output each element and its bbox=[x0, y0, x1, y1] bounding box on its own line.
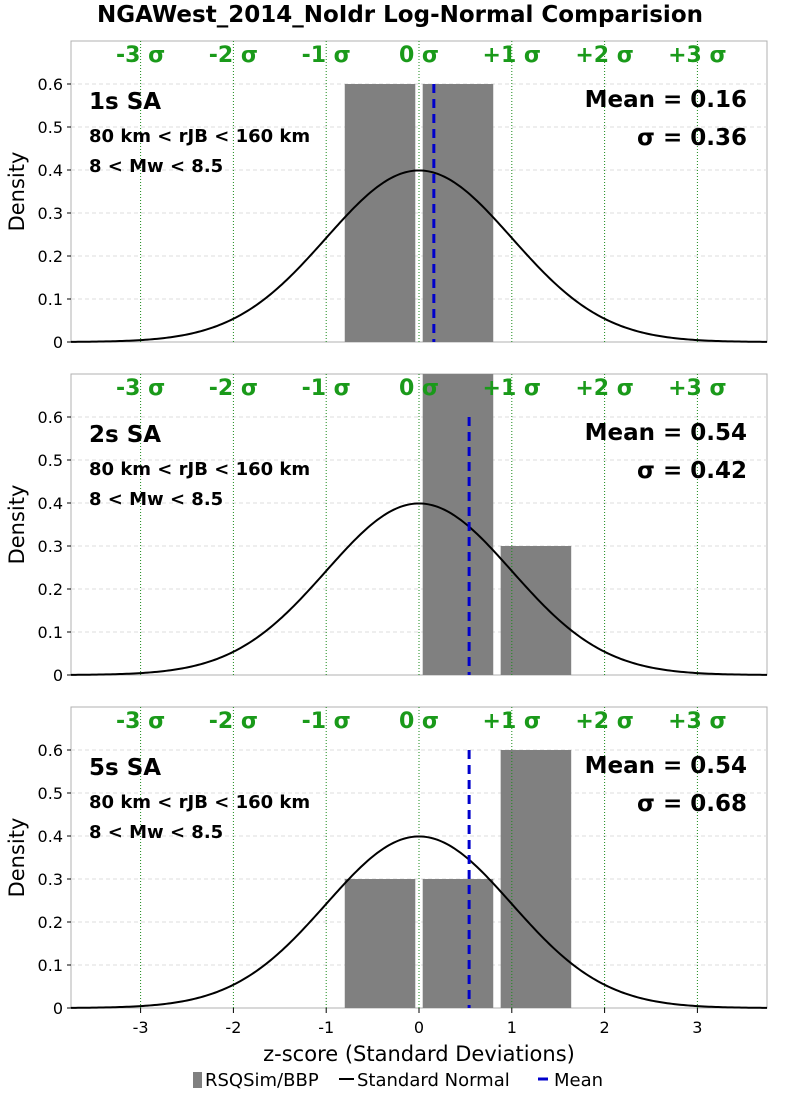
sigma-label: +2 σ bbox=[575, 376, 634, 401]
sigma-label: -1 σ bbox=[302, 376, 351, 401]
y-tick-label: 0.6 bbox=[38, 741, 63, 760]
y-tick-label: 0 bbox=[53, 333, 63, 352]
magnitude-label: 8 < Mw < 8.5 bbox=[89, 489, 223, 510]
sigma-label: -3 σ bbox=[116, 709, 165, 734]
sigma-label: 0 σ bbox=[399, 709, 439, 734]
y-tick-label: 0.1 bbox=[38, 956, 63, 975]
histogram-bar bbox=[344, 84, 416, 342]
y-axis-label: Density bbox=[5, 485, 29, 565]
y-axis-label: Density bbox=[5, 152, 29, 232]
y-tick-label: 0.5 bbox=[38, 118, 63, 137]
y-tick-label: 0.1 bbox=[38, 290, 63, 309]
sigma-label: -1 σ bbox=[302, 709, 351, 734]
panels: 0 0.1 0.2 0.3 0.4 0.5 0.6 Density -3 σ -2 σ -1 σ 0 … bbox=[5, 40, 768, 1018]
magnitude-label: 8 < Mw < 8.5 bbox=[89, 156, 223, 177]
sigma-label: -1 σ bbox=[302, 43, 351, 68]
sigma-label: 0 σ bbox=[399, 376, 439, 401]
sigma-value-label: σ = 0.42 bbox=[637, 458, 747, 484]
magnitude-label: 8 < Mw < 8.5 bbox=[89, 822, 223, 843]
sigma-label: -3 σ bbox=[116, 376, 165, 401]
sigma-value-label: σ = 0.36 bbox=[637, 125, 747, 151]
legend-label-bars: RSQSim/BBP bbox=[205, 1070, 319, 1091]
period-label: 2s SA bbox=[89, 422, 161, 448]
y-tick-label: 0.3 bbox=[38, 204, 63, 223]
y-tick-label: 0 bbox=[53, 999, 63, 1018]
y-tick-label: 0.5 bbox=[38, 451, 63, 470]
chart-title: NGAWest_2014_NoIdr Log-Normal Comparisio… bbox=[97, 2, 703, 28]
y-tick-label: 0.3 bbox=[38, 870, 63, 889]
sigma-label: -2 σ bbox=[209, 43, 258, 68]
y-tick-label: 0.4 bbox=[38, 827, 63, 846]
distance-label: 80 km < rJB < 160 km bbox=[89, 459, 310, 480]
y-axis-label: Density bbox=[5, 818, 29, 898]
x-tick-label: -3 bbox=[133, 1018, 149, 1037]
legend: RSQSim/BBP Standard Normal Mean bbox=[193, 1070, 603, 1091]
x-axis: -3 -2 -1 0 1 2 3 bbox=[133, 1008, 702, 1037]
legend-label-normal: Standard Normal bbox=[357, 1070, 510, 1091]
sigma-label: +3 σ bbox=[668, 43, 727, 68]
histogram-bar bbox=[344, 879, 416, 1008]
histogram-bar bbox=[422, 879, 494, 1008]
y-tick-label: 0.6 bbox=[38, 408, 63, 427]
mean-label: Mean = 0.54 bbox=[585, 420, 747, 446]
sigma-label: -2 σ bbox=[209, 376, 258, 401]
x-tick-label: -2 bbox=[225, 1018, 241, 1037]
sigma-label: -2 σ bbox=[209, 709, 258, 734]
y-tick-label: 0.5 bbox=[38, 784, 63, 803]
x-axis-label: z-score (Standard Deviations) bbox=[263, 1042, 575, 1066]
sigma-label: 0 σ bbox=[399, 43, 439, 68]
y-tick-label: 0 bbox=[53, 666, 63, 685]
mean-label: Mean = 0.16 bbox=[585, 87, 747, 113]
sigma-label: +1 σ bbox=[483, 376, 542, 401]
x-tick-label: 2 bbox=[600, 1018, 610, 1037]
x-tick-label: 0 bbox=[414, 1018, 424, 1037]
x-tick-label: 3 bbox=[692, 1018, 702, 1037]
y-tick-label: 0.1 bbox=[38, 623, 63, 642]
sigma-label: +2 σ bbox=[575, 43, 634, 68]
sigma-label: -3 σ bbox=[116, 43, 165, 68]
x-tick-label: -1 bbox=[318, 1018, 334, 1037]
y-tick-label: 0.2 bbox=[38, 913, 63, 932]
legend-label-mean: Mean bbox=[554, 1070, 603, 1091]
sigma-label: +1 σ bbox=[483, 709, 542, 734]
y-tick-label: 0.3 bbox=[38, 537, 63, 556]
histogram-bar bbox=[500, 750, 572, 1008]
panel-1: 0 0.1 0.2 0.3 0.4 0.5 0.6 Density -3 σ -2 σ -1 σ 0 … bbox=[5, 40, 768, 352]
y-tick-label: 0.2 bbox=[38, 580, 63, 599]
sigma-label: +2 σ bbox=[575, 709, 634, 734]
sigma-label: +3 σ bbox=[668, 709, 727, 734]
y-tick-label: 0.4 bbox=[38, 494, 63, 513]
panel-2: 0 0.1 0.2 0.3 0.4 0.5 0.6 Density -3 σ -2 σ -1 σ 0 … bbox=[5, 373, 768, 685]
x-tick-label: 1 bbox=[507, 1018, 517, 1037]
y-tick-label: 0.6 bbox=[38, 75, 63, 94]
mean-label: Mean = 0.54 bbox=[585, 753, 747, 779]
distance-label: 80 km < rJB < 160 km bbox=[89, 126, 310, 147]
y-tick-label: 0.4 bbox=[38, 161, 63, 180]
y-tick-label: 0.2 bbox=[38, 247, 63, 266]
distance-label: 80 km < rJB < 160 km bbox=[89, 792, 310, 813]
histogram-bar bbox=[422, 374, 494, 675]
sigma-value-label: σ = 0.68 bbox=[637, 791, 747, 817]
histogram-bar bbox=[500, 546, 572, 675]
legend-swatch-bars bbox=[193, 1072, 202, 1088]
normal-curve bbox=[70, 835, 768, 1009]
panel-3: 0 0.1 0.2 0.3 0.4 0.5 0.6 Density -3 σ -2 σ -1 σ 0 … bbox=[5, 706, 768, 1018]
period-label: 5s SA bbox=[89, 755, 161, 781]
normal-curve bbox=[70, 169, 768, 343]
normal-curve bbox=[70, 502, 768, 676]
sigma-label: +1 σ bbox=[483, 43, 542, 68]
period-label: 1s SA bbox=[89, 89, 161, 115]
sigma-label: +3 σ bbox=[668, 376, 727, 401]
